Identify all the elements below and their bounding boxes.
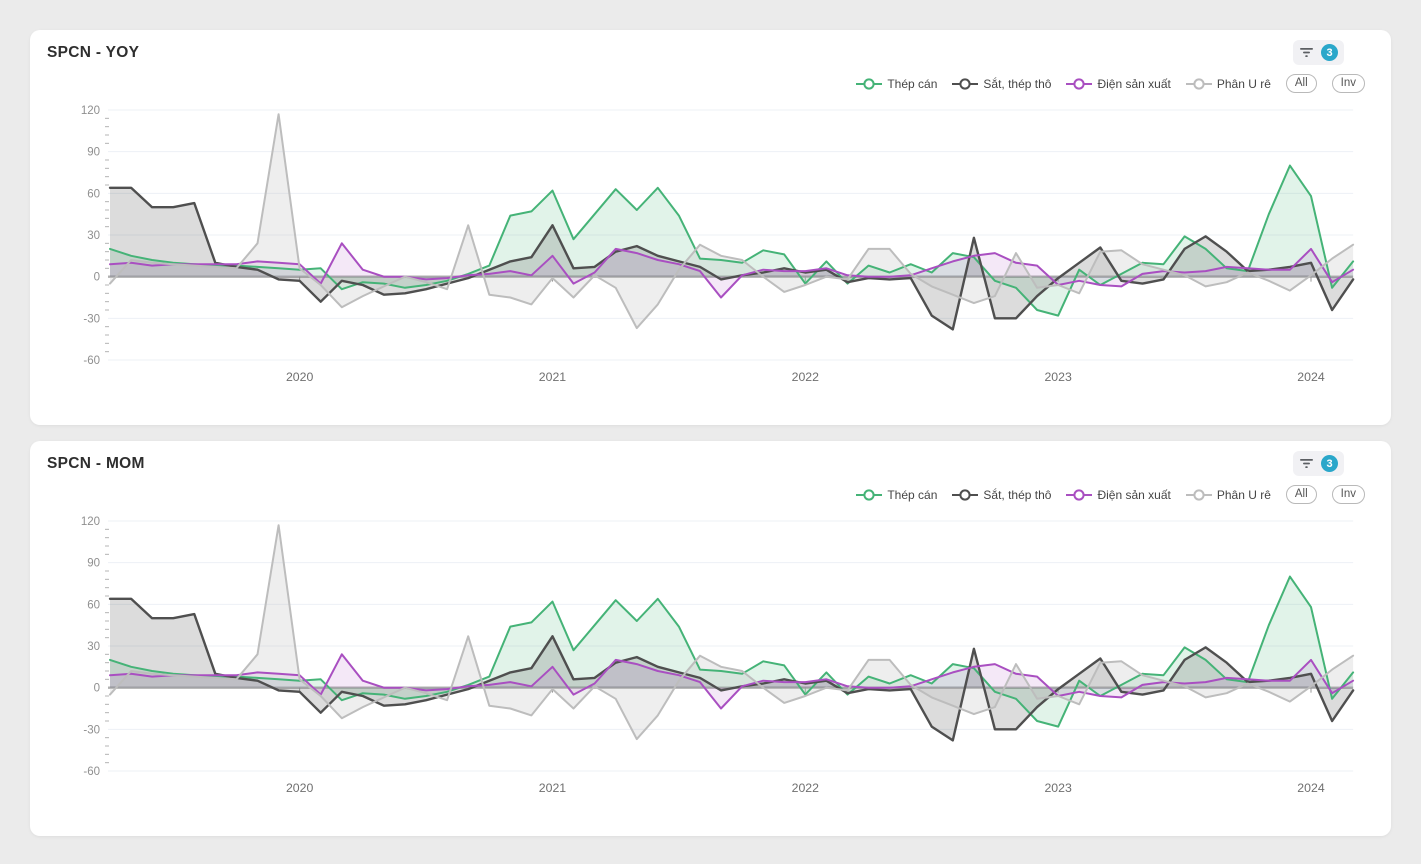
legend-marker-icon — [856, 488, 883, 501]
svg-text:2024: 2024 — [1297, 370, 1325, 384]
svg-text:-30: -30 — [83, 724, 100, 736]
svg-text:-30: -30 — [83, 313, 100, 325]
svg-text:0: 0 — [94, 683, 100, 695]
legend-marker-icon — [1185, 488, 1212, 501]
filter-count-badge: 3 — [1321, 44, 1338, 61]
svg-text:2020: 2020 — [286, 781, 314, 795]
filter-button[interactable]: 3 — [1293, 40, 1344, 65]
legend-marker-icon — [952, 77, 979, 90]
svg-text:30: 30 — [87, 641, 100, 653]
svg-text:2023: 2023 — [1044, 781, 1072, 795]
legend-marker-icon — [1066, 77, 1093, 90]
legend-marker-icon — [1066, 488, 1093, 501]
chart-area-mom[interactable]: 120 90 60 30 0 -30 -60 2020 2021 2022 2023 2024 — [30, 509, 1360, 811]
legend-label: Điện sản xuất — [1097, 76, 1171, 91]
legend-label: Thép cán — [887, 487, 938, 502]
svg-text:0: 0 — [94, 272, 100, 284]
svg-text:2021: 2021 — [539, 370, 567, 384]
legend-item-0[interactable]: Thép cán — [856, 488, 937, 502]
svg-text:90: 90 — [87, 558, 100, 570]
svg-text:-60: -60 — [83, 766, 100, 778]
legend: Thép cán Sắt, thép thô Điện sản xuất Phân U… — [856, 74, 1365, 93]
legend-label: Thép cán — [887, 76, 938, 91]
panel-spcn-yoy: SPCN - YOY 3 Thép cán Sắt, thép thô Điện s… — [30, 30, 1391, 425]
all-button[interactable]: All — [1285, 74, 1317, 93]
legend-item-2[interactable]: Điện sản xuất — [1066, 487, 1171, 502]
filter-icon — [1300, 48, 1313, 57]
page-title: SPCN - YOY — [47, 44, 140, 61]
legend-label: Điện sản xuất — [1097, 487, 1171, 502]
legend-item-1[interactable]: Sắt, thép thô — [952, 77, 1051, 91]
svg-text:2020: 2020 — [286, 370, 314, 384]
svg-text:120: 120 — [81, 516, 100, 528]
legend-label: Sắt, thép thô — [983, 487, 1052, 502]
svg-text:60: 60 — [87, 188, 100, 200]
svg-text:60: 60 — [87, 599, 100, 611]
svg-text:90: 90 — [87, 147, 100, 159]
legend-item-3[interactable]: Phân U rê — [1185, 76, 1271, 91]
chart-area-yoy[interactable]: 120 90 60 30 0 -30 -60 2020 2021 2022 2023 2024 — [30, 98, 1360, 400]
legend-marker-icon — [1185, 77, 1212, 90]
legend-item-3[interactable]: Phân U rê — [1185, 487, 1271, 502]
legend-item-1[interactable]: Sắt, thép thô — [952, 488, 1051, 502]
filter-count-badge: 3 — [1321, 455, 1338, 472]
legend-label: Sắt, thép thô — [983, 76, 1052, 91]
legend-label: Phân U rê — [1216, 76, 1271, 91]
inv-button[interactable]: Inv — [1331, 74, 1365, 93]
filter-icon — [1300, 459, 1313, 468]
legend-item-0[interactable]: Thép cán — [856, 77, 937, 91]
svg-text:2022: 2022 — [792, 781, 820, 795]
inv-button[interactable]: Inv — [1331, 485, 1365, 504]
legend-marker-icon — [952, 488, 979, 501]
panel-spcn-mom: SPCN - MOM 3 Thép cán Sắt, thép thô Điện s… — [30, 441, 1391, 836]
legend-label: Phân U rê — [1216, 487, 1271, 502]
dashboard-page: SPCN - YOY 3 Thép cán Sắt, thép thô Điện s… — [30, 30, 1391, 836]
all-button[interactable]: All — [1285, 485, 1317, 504]
legend: Thép cán Sắt, thép thô Điện sản xuất Phân U… — [856, 485, 1365, 504]
legend-marker-icon — [856, 77, 883, 90]
svg-text:30: 30 — [87, 230, 100, 242]
svg-text:120: 120 — [81, 105, 100, 117]
page-title-mom: SPCN - MOM — [47, 455, 145, 472]
filter-button-mom[interactable]: 3 — [1293, 451, 1344, 476]
legend-item-2[interactable]: Điện sản xuất — [1066, 76, 1171, 91]
svg-text:2021: 2021 — [539, 781, 567, 795]
svg-text:-60: -60 — [83, 355, 100, 367]
svg-text:2023: 2023 — [1044, 370, 1072, 384]
svg-text:2022: 2022 — [792, 370, 820, 384]
svg-text:2024: 2024 — [1297, 781, 1325, 795]
